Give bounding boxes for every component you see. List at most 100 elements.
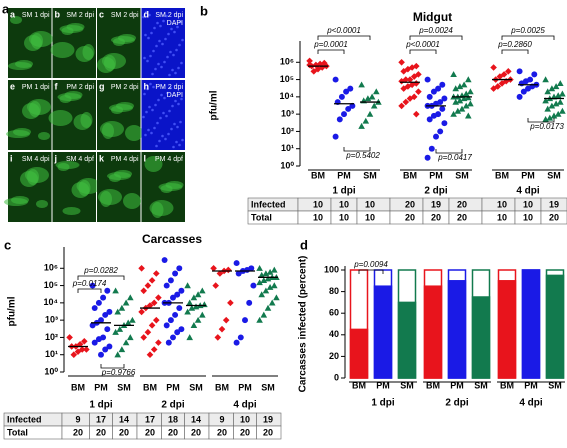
point — [129, 316, 136, 323]
point — [268, 299, 276, 306]
tissue — [62, 207, 81, 215]
point — [153, 316, 160, 324]
point — [148, 322, 156, 329]
point — [138, 264, 145, 272]
tile-label: PM 4 dpi — [111, 156, 139, 163]
bar — [397, 301, 417, 379]
point — [216, 270, 224, 277]
point — [516, 93, 523, 100]
nucleus — [166, 55, 169, 59]
point — [542, 116, 549, 122]
y-tick-label: 10⁶ — [280, 57, 294, 67]
point — [406, 76, 414, 83]
x-tick-label: PM — [429, 170, 443, 180]
table-value: 20 — [73, 427, 83, 437]
point — [155, 294, 162, 301]
tile-label: SM 2 dpi — [66, 12, 94, 19]
point — [264, 275, 272, 282]
x-tick-label: PM — [376, 380, 390, 390]
point — [102, 346, 109, 353]
nucleus — [160, 65, 163, 69]
nucleus — [177, 66, 180, 70]
point — [89, 322, 96, 329]
point — [227, 299, 234, 307]
bracket — [100, 364, 125, 369]
point — [199, 287, 206, 294]
point — [273, 294, 280, 301]
nucleus — [159, 116, 162, 120]
tissue — [98, 189, 122, 205]
group-label: 1 dpi — [89, 400, 113, 411]
point — [460, 95, 468, 102]
point — [490, 85, 497, 92]
nucleus — [181, 38, 184, 42]
table-value: 20 — [549, 212, 559, 222]
tissue — [36, 200, 48, 208]
point — [167, 277, 174, 284]
bracket — [409, 35, 463, 40]
nucleus — [173, 122, 176, 126]
point — [118, 304, 126, 311]
y-axis-label: pfu/ml — [7, 296, 18, 326]
point — [212, 282, 219, 289]
nucleus — [169, 86, 172, 90]
panel-letter: c — [4, 237, 11, 252]
table-value: 20 — [119, 427, 129, 437]
point — [89, 282, 96, 289]
point — [186, 299, 193, 306]
point — [345, 105, 352, 112]
point — [424, 154, 431, 161]
tile-letter: a — [10, 9, 16, 19]
nucleus — [176, 25, 179, 29]
panel-letter: b — [200, 3, 208, 18]
nucleus — [145, 10, 148, 14]
tile-label: PM 2 dpi — [66, 84, 94, 91]
tile-letter: d — [144, 9, 150, 19]
y-tick-label: 10⁰ — [280, 160, 294, 170]
tissue — [64, 91, 83, 99]
point — [402, 98, 410, 106]
point — [366, 110, 374, 117]
point — [452, 85, 459, 92]
point — [347, 85, 354, 92]
point — [222, 316, 230, 324]
point — [500, 71, 508, 78]
micrograph — [141, 80, 185, 150]
point — [260, 277, 268, 284]
x-tick-label: PM — [166, 382, 180, 392]
point — [172, 270, 179, 277]
nucleus — [166, 91, 169, 95]
nucleus — [147, 36, 150, 40]
point — [332, 76, 339, 83]
x-tick-label: SM — [547, 170, 561, 180]
tissue — [11, 196, 29, 204]
point — [235, 270, 242, 277]
point — [70, 351, 78, 359]
nucleus — [151, 108, 154, 112]
x-tick-label: BM — [403, 170, 417, 180]
point — [246, 299, 253, 306]
x-tick-label: PM — [521, 170, 535, 180]
point — [184, 308, 191, 315]
tile-label: SM 1 dpi — [22, 12, 50, 19]
nucleus — [164, 137, 167, 141]
point — [176, 265, 183, 272]
tissue — [38, 132, 50, 140]
point — [516, 68, 523, 75]
nucleus — [172, 145, 175, 149]
point — [155, 339, 162, 346]
group-label: 4 dpi — [233, 400, 257, 411]
point — [358, 122, 365, 129]
table-value: 10 — [523, 212, 533, 222]
tissue — [125, 125, 143, 141]
point — [106, 308, 113, 315]
tissue — [118, 34, 136, 42]
point — [250, 282, 257, 289]
point — [74, 348, 82, 355]
bracket — [343, 147, 371, 152]
point — [194, 291, 202, 298]
x-tick-label: SM — [363, 170, 377, 180]
point — [266, 283, 274, 290]
point — [557, 98, 564, 105]
